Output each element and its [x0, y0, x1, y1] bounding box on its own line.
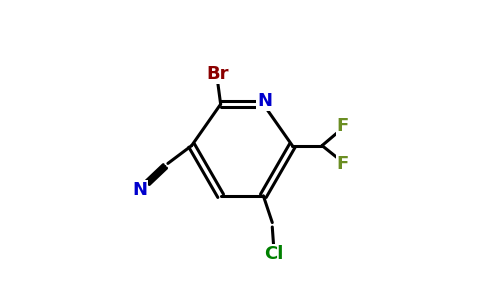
Text: F: F [337, 117, 349, 135]
Text: N: N [257, 92, 272, 110]
Text: N: N [132, 181, 147, 199]
Text: Br: Br [206, 65, 229, 83]
Text: F: F [337, 155, 349, 173]
Text: Cl: Cl [264, 245, 284, 263]
